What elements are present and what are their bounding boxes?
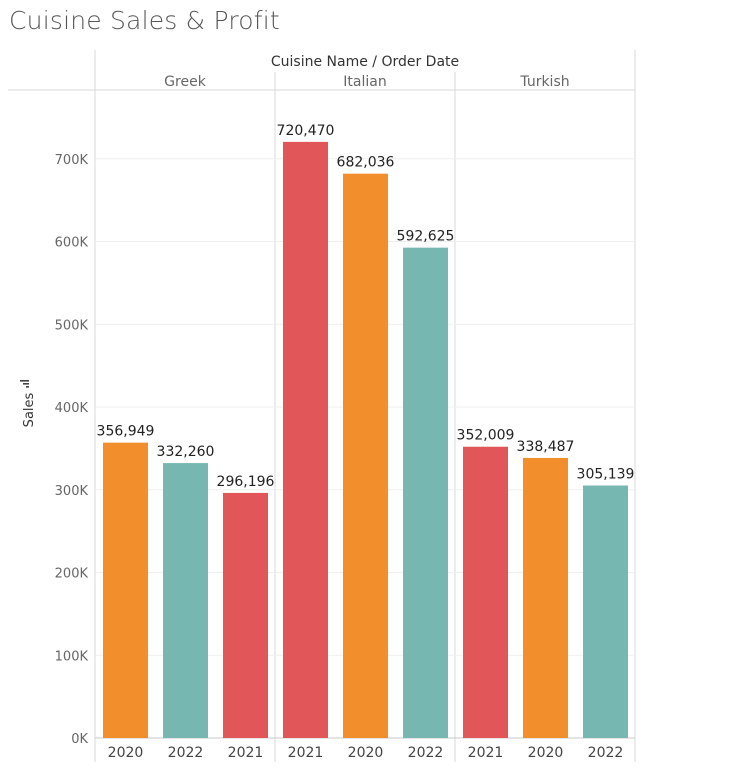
bar[interactable] — [283, 141, 328, 738]
chart-title: Cuisine Sales & Profit — [9, 6, 280, 35]
x-tick-label: 2022 — [408, 745, 444, 761]
bar[interactable] — [403, 247, 448, 738]
bar[interactable] — [523, 457, 568, 738]
x-tick-label: 2020 — [348, 745, 384, 761]
data-label: 356,949 — [97, 424, 155, 440]
sort-icon[interactable] — [20, 380, 29, 382]
panel-label-turkish: Turkish — [519, 74, 569, 90]
data-label: 296,196 — [217, 474, 275, 490]
y-tick-label: 300K — [55, 484, 89, 499]
y-tick-label: 700K — [55, 153, 89, 168]
data-label: 682,036 — [337, 155, 395, 171]
data-label: 305,139 — [577, 467, 635, 483]
data-label: 592,625 — [397, 229, 455, 245]
y-tick-label: 400K — [55, 401, 89, 416]
panel-label-italian: Italian — [343, 74, 386, 90]
bar[interactable] — [163, 463, 208, 738]
x-tick-label: 2021 — [468, 745, 504, 761]
column-header: Cuisine Name / Order Date — [271, 54, 459, 70]
y-axis-label: Sales — [22, 392, 37, 427]
x-tick-label: 2020 — [528, 745, 564, 761]
bar[interactable] — [103, 442, 148, 738]
data-label: 332,260 — [157, 444, 215, 460]
bar[interactable] — [583, 485, 628, 738]
bar[interactable] — [223, 492, 268, 738]
x-tick-label: 2022 — [588, 745, 624, 761]
data-label: 352,009 — [457, 428, 515, 444]
panel-label-greek: Greek — [164, 74, 207, 90]
x-tick-label: 2020 — [108, 745, 144, 761]
sort-icon[interactable] — [26, 386, 29, 388]
y-tick-label: 600K — [55, 236, 89, 251]
bar[interactable] — [343, 173, 388, 738]
sort-icon[interactable] — [23, 383, 29, 385]
y-tick-label: 0K — [71, 732, 88, 747]
data-label: 720,470 — [277, 123, 335, 139]
x-tick-label: 2021 — [288, 745, 324, 761]
y-tick-label: 100K — [55, 649, 89, 664]
y-tick-label: 500K — [55, 318, 89, 333]
data-label: 338,487 — [517, 439, 575, 455]
y-tick-label: 200K — [55, 567, 89, 582]
x-tick-label: 2021 — [228, 745, 264, 761]
bar[interactable] — [463, 446, 508, 738]
x-tick-label: 2022 — [168, 745, 204, 761]
